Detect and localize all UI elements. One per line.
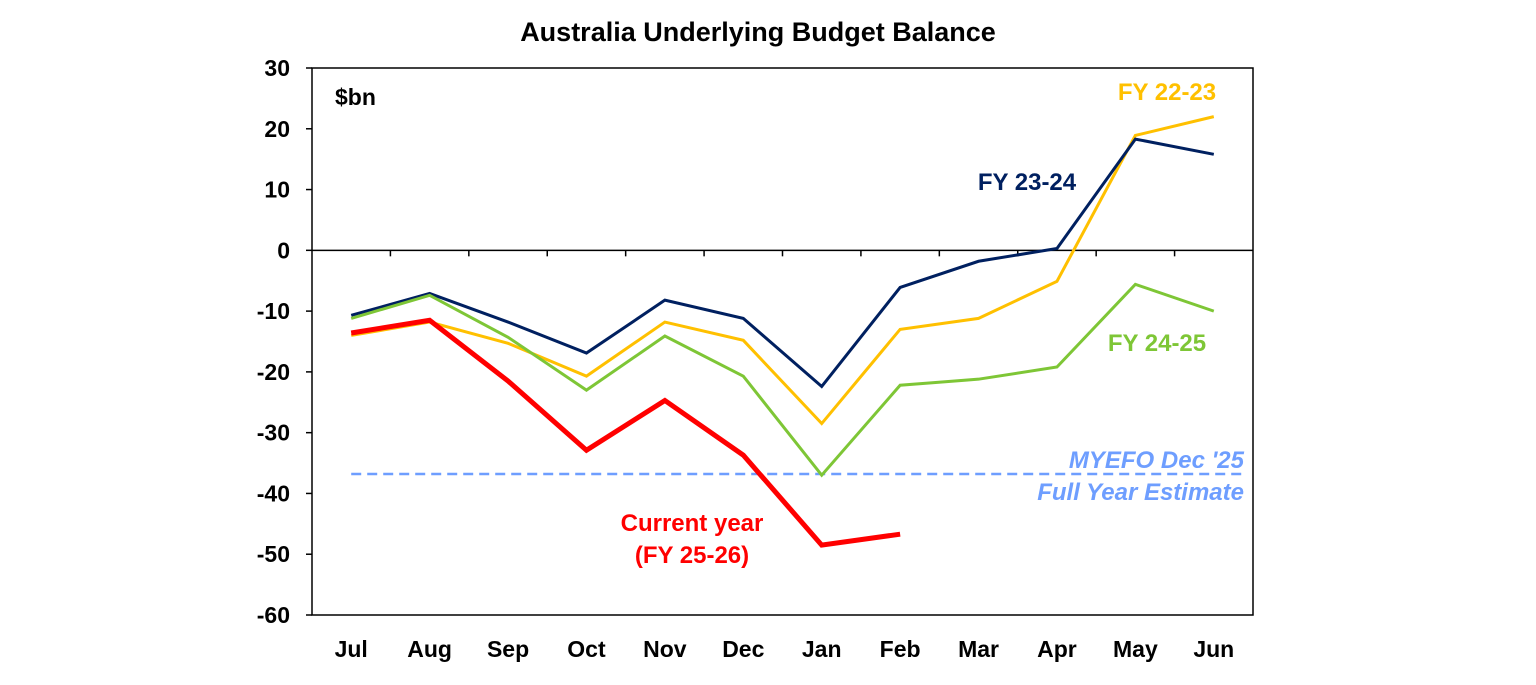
x-tick-label: Aug [407, 636, 452, 662]
x-tick-label: Jan [802, 636, 842, 662]
x-tick-label: Jul [335, 636, 368, 662]
y-tick-label: -40 [257, 480, 290, 506]
series-line-0 [351, 117, 1214, 424]
x-tick-label: Mar [958, 636, 999, 662]
x-tick-label: Feb [880, 636, 921, 662]
series-label: FY 24-25 [1108, 330, 1206, 357]
y-tick-label: -30 [257, 420, 290, 446]
series-line-1 [351, 139, 1214, 386]
x-tick-label: Nov [643, 636, 687, 662]
x-tick-label: Sep [487, 636, 529, 662]
y-tick-label: -10 [257, 298, 290, 324]
y-tick-label: -20 [257, 359, 290, 385]
x-tick-label: Apr [1037, 636, 1077, 662]
y-tick-label: -60 [257, 602, 290, 628]
y-tick-label: 30 [264, 55, 290, 81]
series-label: (FY 25-26) [635, 542, 749, 569]
series-label: FY 22-23 [1118, 79, 1216, 106]
x-tick-label: Jun [1193, 636, 1234, 662]
x-tick-label: May [1113, 636, 1158, 662]
myefo-label: MYEFO Dec '25 [1069, 447, 1245, 474]
y-tick-label: 0 [277, 237, 290, 263]
chart-title: Australia Underlying Budget Balance [520, 17, 996, 47]
series-label: FY 23-24 [978, 169, 1077, 196]
y-tick-label: -50 [257, 541, 290, 567]
y-tick-label: 20 [264, 116, 290, 142]
series-label: Current year [621, 510, 764, 537]
unit-label: $bn [335, 84, 376, 110]
x-tick-label: Oct [567, 636, 606, 662]
x-tick-label: Dec [722, 636, 764, 662]
myefo-label: Full Year Estimate [1037, 479, 1244, 506]
y-tick-label: 10 [264, 177, 290, 203]
